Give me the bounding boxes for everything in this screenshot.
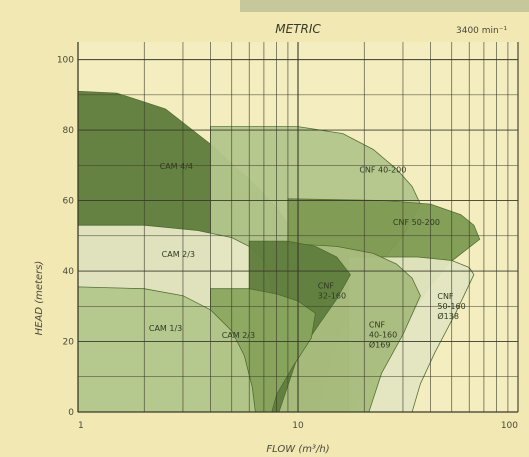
- region-label-cam-2-3: CAM 2/3: [162, 250, 195, 259]
- y-tick-label: 20: [63, 338, 75, 348]
- region-label-layer: CAM 4/4 CNF 40-200 CNF 50-200 CAM 2/3 CNF 50-…: [149, 162, 466, 350]
- region-label-cnf-40-200: CNF 40-200: [359, 165, 406, 174]
- header-band: [240, 0, 529, 12]
- y-axis-label: HEAD (meters): [34, 261, 45, 336]
- region-layer: [77, 90, 481, 413]
- y-tick-label: 60: [63, 197, 75, 207]
- region-label-cam-4-4: CAM 4/4: [160, 162, 193, 171]
- grid-layer: [77, 42, 519, 413]
- chart-subtitle: 3400 min⁻¹: [456, 26, 507, 36]
- region-label-cnf-50-160: CNF 50-160 Ø138: [437, 292, 465, 321]
- y-tick-label: 80: [63, 126, 75, 136]
- region-label-cnf-40-160-169: CNF 40-160 Ø169: [369, 320, 397, 349]
- chart-title: METRIC: [275, 22, 321, 36]
- region-cam-1-3: [77, 286, 256, 413]
- x-tick-label: 10: [292, 421, 304, 431]
- x-tick-label: 1: [78, 421, 84, 431]
- tick-label-layer: 1 10 100 0 20 40 60 80 100: [57, 56, 518, 431]
- x-tick-label: 100: [501, 421, 518, 431]
- region-label-cnf-32-160: CNF 32-160: [318, 282, 346, 301]
- y-tick-label: 0: [68, 408, 74, 418]
- region-label-cam-2-3-lower: CAM 2/3: [222, 331, 255, 340]
- region-label-cam-1-3: CAM 1/3: [149, 324, 182, 333]
- region-label-cnf-50-200: CNF 50-200: [393, 218, 440, 227]
- x-axis-label: FLOW (m³/h): [266, 444, 329, 455]
- y-tick-label: 40: [63, 267, 75, 277]
- y-tick-label: 100: [57, 56, 74, 66]
